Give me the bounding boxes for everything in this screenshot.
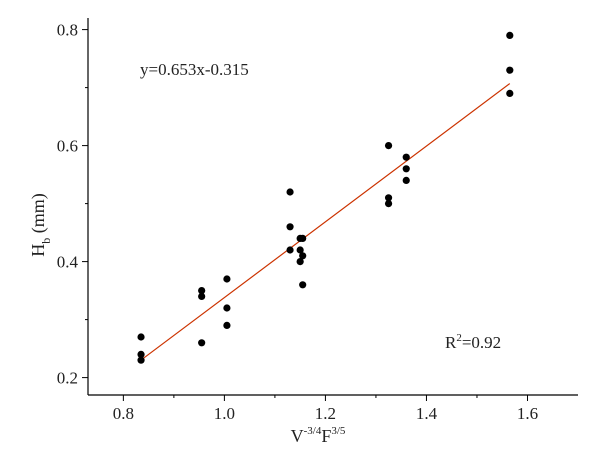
data-point xyxy=(299,281,306,288)
data-point xyxy=(223,322,230,329)
data-point xyxy=(286,223,293,230)
data-point xyxy=(286,246,293,253)
y-tick-label: 0.6 xyxy=(57,137,78,156)
data-point xyxy=(506,90,513,97)
data-point xyxy=(137,357,144,364)
y-axis-title-base: H xyxy=(28,244,48,257)
y-axis-title-rest: (mm) xyxy=(28,193,49,238)
y-tick-label: 0.8 xyxy=(57,21,78,40)
x-axis-title-mid: F xyxy=(321,426,331,446)
data-point xyxy=(506,32,513,39)
x-axis-title: V-3/4F3/5 xyxy=(291,425,346,446)
data-point xyxy=(137,333,144,340)
data-point xyxy=(286,188,293,195)
equation-annotation: y=0.653x-0.315 xyxy=(140,60,249,79)
data-point xyxy=(506,67,513,74)
r-squared-base: R xyxy=(445,333,457,352)
data-point xyxy=(198,339,205,346)
scatter-chart: 0.8 1.0 1.2 1.4 1.6 0.2 0.4 0.6 0.8 y=0.653x-0.3… xyxy=(0,0,600,464)
data-point xyxy=(403,177,410,184)
data-point xyxy=(403,154,410,161)
plot-area: 0.8 1.0 1.2 1.4 1.6 0.2 0.4 0.6 0.8 xyxy=(57,18,578,423)
data-point xyxy=(299,235,306,242)
data-point xyxy=(198,293,205,300)
y-tick-label: 0.2 xyxy=(57,369,78,388)
x-axis-title-sup2: 3/5 xyxy=(331,425,346,437)
x-axis-title-base: V xyxy=(291,426,304,446)
data-point xyxy=(385,142,392,149)
x-tick-label: 1.4 xyxy=(416,404,438,423)
fit-line xyxy=(141,84,510,360)
data-point xyxy=(223,275,230,282)
data-point xyxy=(385,200,392,207)
y-axis-title: Hb (mm) xyxy=(28,193,53,257)
x-axis-title-sup1: -3/4 xyxy=(304,425,322,437)
x-tick-label: 1.2 xyxy=(315,404,336,423)
x-tick-label: 1.6 xyxy=(517,404,538,423)
data-point xyxy=(223,304,230,311)
x-tick-label: 1.0 xyxy=(214,404,235,423)
y-tick-label: 0.4 xyxy=(57,253,79,272)
data-point xyxy=(299,252,306,259)
r-squared-annotation: R2=0.92 xyxy=(445,332,501,352)
x-tick-label: 0.8 xyxy=(113,404,134,423)
data-point xyxy=(403,165,410,172)
r-squared-value: =0.92 xyxy=(462,333,501,352)
